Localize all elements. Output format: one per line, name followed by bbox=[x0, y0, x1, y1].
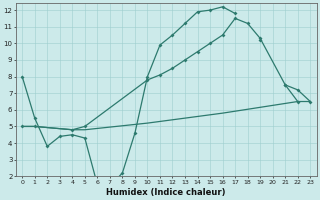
X-axis label: Humidex (Indice chaleur): Humidex (Indice chaleur) bbox=[107, 188, 226, 197]
